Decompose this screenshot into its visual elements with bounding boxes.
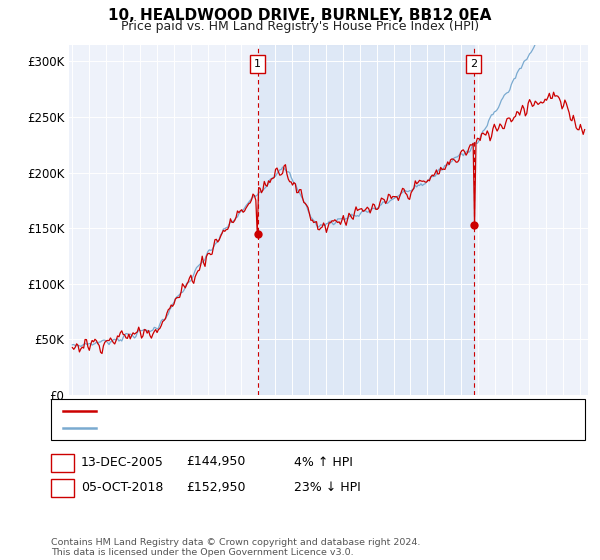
Text: 13-DEC-2005: 13-DEC-2005 <box>81 455 164 469</box>
Text: 1: 1 <box>254 59 261 69</box>
Text: 10, HEALDWOOD DRIVE, BURNLEY, BB12 0EA (detached house): 10, HEALDWOOD DRIVE, BURNLEY, BB12 0EA (… <box>102 405 458 416</box>
Text: 2: 2 <box>58 480 67 494</box>
Text: 4% ↑ HPI: 4% ↑ HPI <box>294 455 353 469</box>
Text: 10, HEALDWOOD DRIVE, BURNLEY, BB12 0EA: 10, HEALDWOOD DRIVE, BURNLEY, BB12 0EA <box>109 8 491 24</box>
Text: 05-OCT-2018: 05-OCT-2018 <box>81 480 163 494</box>
Text: 23% ↓ HPI: 23% ↓ HPI <box>294 480 361 494</box>
Text: Contains HM Land Registry data © Crown copyright and database right 2024.
This d: Contains HM Land Registry data © Crown c… <box>51 538 421 557</box>
Text: £144,950: £144,950 <box>186 455 245 469</box>
Text: £152,950: £152,950 <box>186 480 245 494</box>
Bar <box>257 45 474 395</box>
Text: 2: 2 <box>470 59 478 69</box>
Text: 1: 1 <box>58 455 67 469</box>
Text: Price paid vs. HM Land Registry's House Price Index (HPI): Price paid vs. HM Land Registry's House … <box>121 20 479 32</box>
Text: HPI: Average price, detached house, Pendle: HPI: Average price, detached house, Pend… <box>102 423 346 433</box>
